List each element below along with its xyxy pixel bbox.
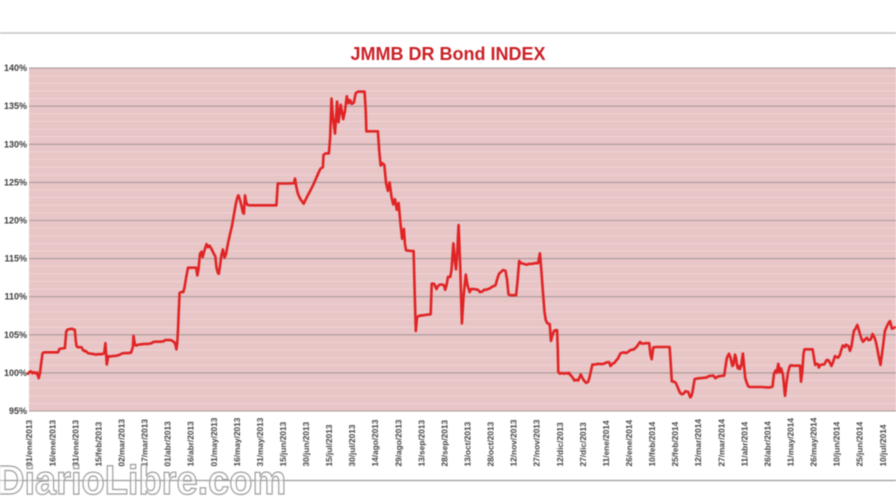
svg-text:12/mar/2014: 12/mar/2014 xyxy=(693,419,703,467)
svg-text:16/ene/2013: 16/ene/2013 xyxy=(47,420,57,467)
svg-text:02/mar/2013: 02/mar/2013 xyxy=(117,419,127,467)
svg-text:15/jun/2013: 15/jun/2013 xyxy=(278,421,288,466)
svg-text:26/may/2014: 26/may/2014 xyxy=(809,417,819,466)
svg-text:130%: 130% xyxy=(4,139,27,149)
svg-text:13/sep/2013: 13/sep/2013 xyxy=(416,420,426,467)
svg-text:27/dic/2013: 27/dic/2013 xyxy=(578,422,588,467)
svg-text:10/jul/2014: 10/jul/2014 xyxy=(878,424,888,466)
svg-text:01/may/2013: 01/may/2013 xyxy=(209,417,219,466)
svg-text:95%: 95% xyxy=(9,406,27,416)
svg-text:15/feb/2013: 15/feb/2013 xyxy=(93,421,103,466)
svg-text:11/abr/2014: 11/abr/2014 xyxy=(739,421,749,466)
svg-text:26/ene/2014: 26/ene/2014 xyxy=(624,420,634,467)
svg-text:31/may/2013: 31/may/2013 xyxy=(255,417,265,466)
svg-text:115%: 115% xyxy=(4,254,27,264)
svg-text:31/ene/2013: 31/ene/2013 xyxy=(70,420,80,467)
svg-text:135%: 135% xyxy=(4,101,27,111)
svg-text:DiarioLibre.com: DiarioLibre.com xyxy=(0,458,286,504)
svg-text:100%: 100% xyxy=(4,368,27,378)
svg-text:27/mar/2014: 27/mar/2014 xyxy=(716,419,726,467)
svg-text:15/jul/2013: 15/jul/2013 xyxy=(324,424,334,466)
svg-text:26/abr/2014: 26/abr/2014 xyxy=(762,421,772,467)
svg-text:25/jun/2014: 25/jun/2014 xyxy=(855,421,865,466)
svg-text:12/dic/2013: 12/dic/2013 xyxy=(555,422,565,467)
svg-text:28/oct/2013: 28/oct/2013 xyxy=(486,421,496,466)
svg-text:125%: 125% xyxy=(4,177,27,187)
svg-text:29/ago/2013: 29/ago/2013 xyxy=(393,419,403,466)
svg-text:13/oct/2013: 13/oct/2013 xyxy=(463,421,473,466)
svg-text:25/feb/2014: 25/feb/2014 xyxy=(670,421,680,466)
svg-text:28/sep/2013: 28/sep/2013 xyxy=(440,420,450,467)
svg-text:110%: 110% xyxy=(4,292,27,302)
svg-text:120%: 120% xyxy=(4,216,27,226)
svg-text:16/may/2013: 16/may/2013 xyxy=(232,417,242,466)
svg-text:10/feb/2014: 10/feb/2014 xyxy=(647,421,657,466)
svg-text:10/jun/2014: 10/jun/2014 xyxy=(832,421,842,466)
svg-text:140%: 140% xyxy=(4,63,27,73)
svg-text:30/jun/2013: 30/jun/2013 xyxy=(301,421,311,466)
svg-text:16/abr/2013: 16/abr/2013 xyxy=(186,421,196,467)
svg-text:27/nov/2013: 27/nov/2013 xyxy=(532,419,542,466)
svg-text:JMMB DR Bond INDEX: JMMB DR Bond INDEX xyxy=(351,44,546,64)
svg-text:11/may/2014: 11/may/2014 xyxy=(786,418,796,467)
svg-text:14/ago/2013: 14/ago/2013 xyxy=(370,419,380,466)
svg-text:01/abr/2013: 01/abr/2013 xyxy=(163,421,173,467)
svg-text:11/ene/2014: 11/ene/2014 xyxy=(601,420,611,467)
svg-text:12/nov/2013: 12/nov/2013 xyxy=(509,419,519,466)
svg-text:01/ene/2013: 01/ene/2013 xyxy=(24,420,34,467)
svg-text:105%: 105% xyxy=(4,330,27,340)
svg-text:17/mar/2013: 17/mar/2013 xyxy=(140,419,150,467)
svg-text:30/jul/2013: 30/jul/2013 xyxy=(347,424,357,466)
